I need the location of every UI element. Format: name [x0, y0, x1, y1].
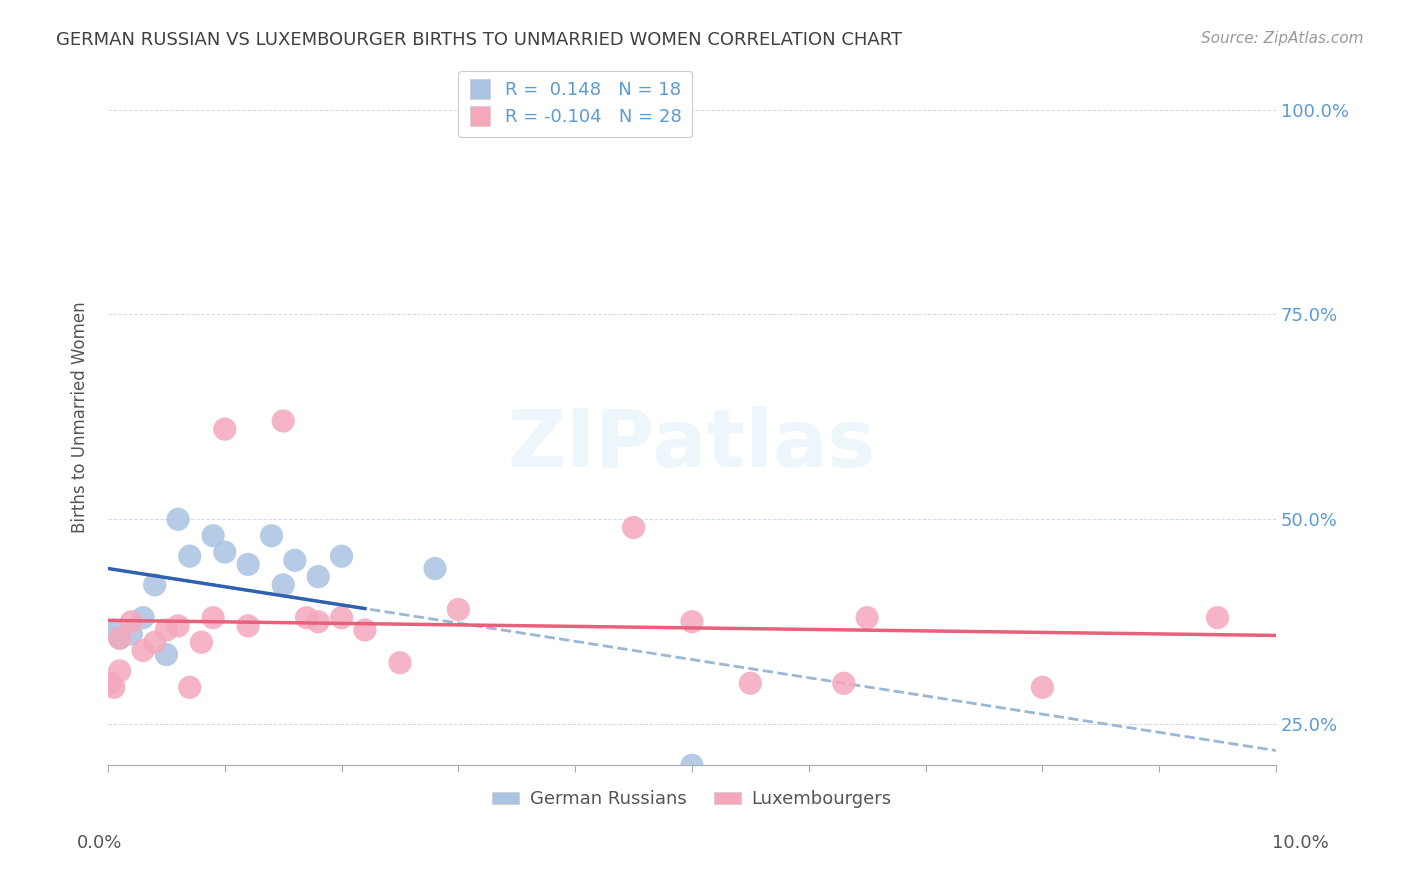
Point [330, 549, 353, 564]
Point [143, 578, 166, 592]
Point [155, 623, 177, 637]
Point [284, 553, 307, 567]
Point [98, 676, 121, 690]
Point [108, 631, 131, 645]
Point [202, 610, 225, 624]
Point [120, 627, 142, 641]
Point [856, 610, 879, 624]
Point [179, 549, 201, 564]
Point [155, 648, 177, 662]
Point [167, 512, 190, 526]
Point [179, 681, 201, 695]
Point [143, 635, 166, 649]
Point [236, 558, 259, 572]
Text: 10.0%: 10.0% [1272, 834, 1329, 852]
Point [108, 631, 131, 645]
Point [681, 615, 703, 629]
Point [295, 610, 318, 624]
Point [1031, 681, 1053, 695]
Point [307, 570, 329, 584]
Point [214, 422, 236, 436]
Text: Source: ZipAtlas.com: Source: ZipAtlas.com [1201, 31, 1364, 46]
Point [120, 615, 142, 629]
Point [260, 529, 283, 543]
Point [167, 619, 190, 633]
Point [214, 545, 236, 559]
Text: ZIPatlas: ZIPatlas [508, 406, 876, 483]
Text: GERMAN RUSSIAN VS LUXEMBOURGER BIRTHS TO UNMARRIED WOMEN CORRELATION CHART: GERMAN RUSSIAN VS LUXEMBOURGER BIRTHS TO… [56, 31, 903, 49]
Point [330, 610, 353, 624]
Point [623, 520, 645, 534]
Point [740, 676, 762, 690]
Point [423, 561, 446, 575]
Y-axis label: Births to Unmarried Women: Births to Unmarried Women [72, 301, 89, 533]
Point [236, 619, 259, 633]
Point [447, 602, 470, 616]
Point [132, 610, 155, 624]
Point [103, 681, 125, 695]
Legend: German Russians, Luxembourgers: German Russians, Luxembourgers [485, 783, 898, 815]
Point [271, 414, 294, 428]
Point [108, 664, 131, 678]
Point [132, 643, 155, 657]
Point [388, 656, 411, 670]
Text: 0.0%: 0.0% [77, 834, 122, 852]
Point [307, 615, 329, 629]
Point [202, 529, 225, 543]
Point [103, 623, 125, 637]
Point [190, 635, 212, 649]
Point [832, 676, 855, 690]
Point [681, 758, 703, 772]
Point [1206, 610, 1229, 624]
Point [271, 578, 294, 592]
Point [354, 623, 377, 637]
